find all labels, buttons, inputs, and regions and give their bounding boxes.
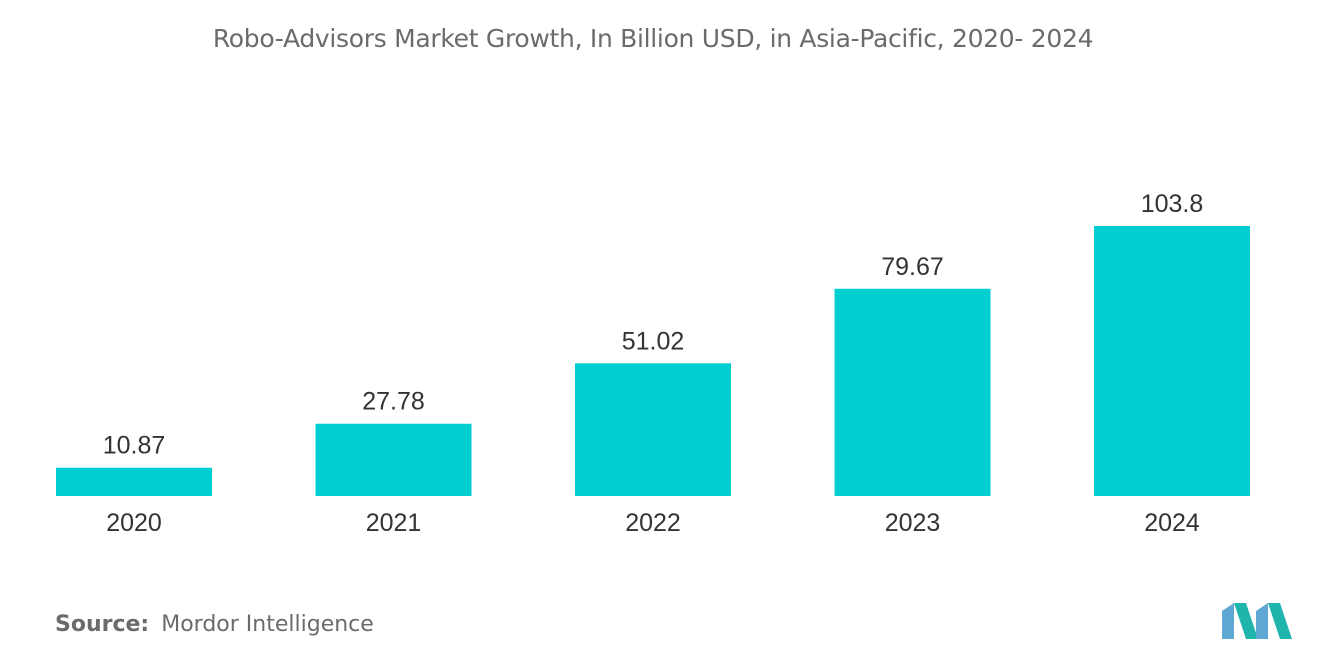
bar-2021 <box>315 423 472 496</box>
source-label: Source: <box>55 612 150 637</box>
value-label-2023: 79.67 <box>881 253 944 281</box>
category-label-2021: 2021 <box>366 509 422 537</box>
chart-title: Robo-Advisors Market Growth, In Billion … <box>212 24 1094 53</box>
category-label-2023: 2023 <box>885 509 941 537</box>
bar-chart: 10.87 2020 27.78 2021 51.02 2022 79.67 2023 103.… <box>56 190 1250 537</box>
source-note: Source: Mordor Intelligence <box>55 612 374 637</box>
value-label-2020: 10.87 <box>103 432 166 460</box>
bar-2024 <box>1094 226 1250 496</box>
source-value: Mordor Intelligence <box>161 612 374 637</box>
value-label-2024: 103.8 <box>1141 190 1204 218</box>
bar-2022 <box>575 363 731 496</box>
category-label-2024: 2024 <box>1144 509 1200 537</box>
mordor-intelligence-logo-icon <box>1222 603 1292 639</box>
value-label-2021: 27.78 <box>362 388 425 416</box>
category-label-2020: 2020 <box>106 509 162 537</box>
bar-2020 <box>56 467 212 496</box>
value-label-2022: 51.02 <box>622 327 685 355</box>
bar-2023 <box>834 288 991 496</box>
category-label-2022: 2022 <box>625 509 681 537</box>
